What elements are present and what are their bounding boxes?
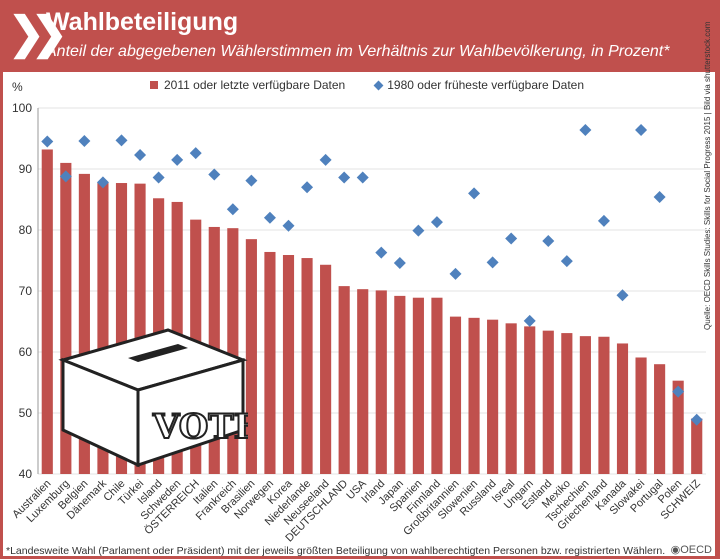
bar	[449, 316, 462, 474]
bar	[524, 326, 536, 474]
diamond-marker	[301, 181, 314, 194]
bar	[264, 251, 276, 474]
diamond-marker	[430, 216, 443, 229]
y-tick-label: 50	[19, 406, 33, 420]
diamond-marker	[597, 214, 610, 227]
bar	[338, 286, 350, 474]
bar	[115, 183, 128, 474]
diamond-marker	[152, 171, 165, 184]
diamond-marker	[486, 256, 499, 269]
bar	[487, 319, 499, 474]
diamond-marker	[59, 170, 72, 183]
legend-item-diamonds: 1980 oder früheste verfügbare Daten	[373, 78, 585, 92]
diamond-marker	[171, 153, 184, 166]
diamond-marker	[282, 219, 295, 232]
diamond-marker	[263, 211, 276, 224]
bar	[97, 183, 109, 474]
bar	[505, 323, 517, 474]
y-tick-label: 100	[12, 101, 32, 115]
bar	[394, 295, 406, 474]
diamond-marker	[338, 171, 351, 184]
bar	[616, 343, 629, 474]
bar	[375, 290, 387, 474]
y-axis-label: %	[12, 80, 23, 94]
legend-label: 2011 oder letzte verfügbare Daten	[164, 78, 346, 92]
bar	[357, 289, 369, 474]
bar	[598, 336, 610, 474]
diamond-marker	[653, 191, 666, 204]
bar	[542, 330, 554, 474]
diamond-marker	[115, 134, 128, 147]
bar	[41, 149, 53, 475]
diamond-marker	[393, 256, 406, 269]
diamond-marker	[616, 289, 629, 302]
diamond-marker	[542, 234, 555, 247]
diamond-marker	[449, 267, 462, 280]
diamond-marker	[523, 314, 536, 327]
bar	[561, 333, 573, 474]
bar	[579, 336, 591, 474]
bar	[691, 418, 703, 474]
diamond-marker	[96, 176, 109, 189]
header: ❯❯ Wahlbeteiligung Anteil der abgegebene…	[0, 0, 720, 70]
y-tick-label: 40	[19, 467, 33, 481]
vote-text: VOTE	[152, 407, 248, 447]
bar	[301, 258, 313, 474]
bar	[654, 364, 666, 474]
bar	[635, 357, 647, 474]
source-note: Quelle: OECD Skills Studies: Skills for …	[703, 21, 712, 330]
ballot-box-illustration: VOTE	[58, 328, 248, 468]
diamond-marker	[189, 147, 202, 160]
y-tick-label: 60	[19, 345, 33, 359]
footnote: *Landesweite Wahl (Parlament oder Präsid…	[6, 545, 666, 557]
diamond-marker	[468, 187, 481, 200]
diamond-marker	[245, 174, 258, 187]
legend-label: 1980 oder früheste verfügbare Daten	[387, 78, 585, 92]
diamond-marker	[505, 232, 518, 245]
diamond-marker	[226, 203, 239, 216]
diamond-marker	[375, 246, 388, 259]
diamond-marker	[560, 255, 573, 268]
bar	[320, 264, 332, 474]
diamond-marker	[579, 123, 592, 136]
diamond-marker	[78, 134, 91, 147]
y-tick-label: 70	[19, 284, 33, 298]
bar	[431, 297, 443, 474]
diamond-marker	[208, 168, 221, 181]
bar	[412, 297, 424, 474]
bar	[60, 162, 72, 474]
diamond-marker	[134, 148, 147, 161]
diamond-marker	[412, 224, 425, 237]
bar	[282, 255, 295, 474]
legend: 2011 oder letzte verfügbare Daten 1980 o…	[150, 78, 584, 92]
diamond-marker	[356, 171, 369, 184]
bar	[227, 228, 239, 474]
oecd-logo-text: OECD	[680, 544, 712, 556]
diamond-marker	[41, 135, 54, 148]
oecd-globe-icon: ◉	[670, 544, 681, 556]
diamond-marker	[690, 413, 703, 426]
bar	[134, 183, 146, 474]
diamond-marker	[319, 153, 332, 166]
diamond-marker	[672, 385, 685, 398]
bar	[468, 317, 480, 474]
y-tick-label: 80	[19, 223, 33, 237]
bar-swatch-icon	[150, 81, 158, 89]
page-subtitle: Anteil der abgegebenen Wählerstimmen im …	[46, 43, 670, 60]
bar	[78, 173, 90, 474]
y-tick-label: 90	[19, 162, 33, 176]
bar	[245, 239, 257, 474]
page-title: Wahlbeteiligung	[46, 8, 239, 36]
legend-item-bars: 2011 oder letzte verfügbare Daten	[150, 78, 345, 92]
bar	[672, 380, 684, 474]
diamond-marker	[635, 123, 648, 136]
oecd-logo: ◉OECD	[671, 543, 712, 556]
